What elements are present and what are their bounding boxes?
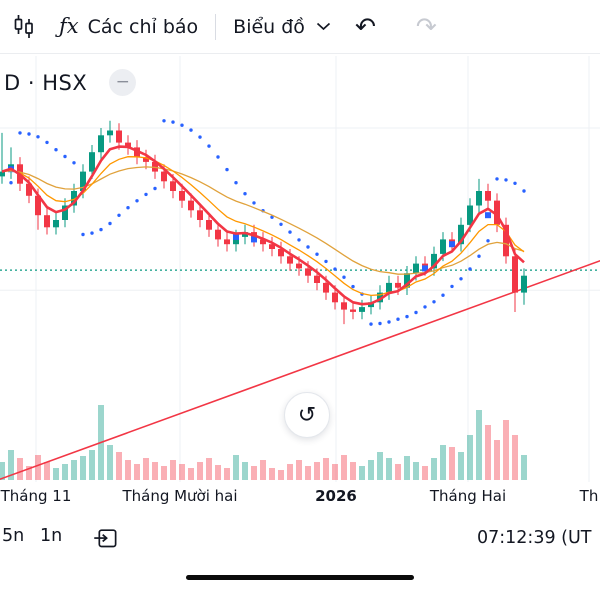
- bottom-toolbar: 5n 1n 07:12:39 (UT: [0, 517, 600, 563]
- price-chart[interactable]: [0, 54, 600, 512]
- time-axis-label: Tháng Hai: [429, 487, 507, 505]
- chart-style-button[interactable]: [8, 11, 39, 42]
- symbol-legend: D · HSX −: [4, 69, 137, 96]
- clock-text[interactable]: 07:12:39 (UT: [477, 528, 592, 548]
- ma-slow-line: [1, 166, 525, 275]
- ma-mid-line: [1, 156, 525, 297]
- ma-fast-line: [1, 145, 525, 306]
- undo-button[interactable]: ↶: [355, 14, 376, 39]
- minus-icon: −: [115, 72, 130, 92]
- chevron-down-icon: [316, 22, 331, 31]
- volume-layer: [0, 405, 527, 480]
- reload-chart-button[interactable]: ↺: [284, 392, 330, 438]
- go-to-date-icon: [94, 529, 117, 548]
- candlestick-icon: [14, 15, 33, 38]
- redo-icon: ↷: [415, 12, 437, 41]
- go-to-date-button[interactable]: [92, 524, 119, 554]
- grid-layer: [0, 56, 600, 482]
- timeframe-button-5n[interactable]: 5n: [2, 526, 25, 546]
- time-axis[interactable]: Tháng 11 Tháng Mười hai 2026 Tháng Hai Th: [0, 487, 600, 509]
- indicators-button[interactable]: ƒx Các chỉ báo: [59, 16, 198, 38]
- trendline: [0, 259, 600, 481]
- chart-layout-button[interactable]: Biểu đồ: [233, 16, 331, 38]
- time-axis-label: Tháng Mười hai: [122, 487, 238, 505]
- sar-dots-layer: [9, 119, 526, 326]
- time-axis-label: Th: [579, 487, 599, 505]
- collapse-legend-button[interactable]: −: [109, 69, 137, 96]
- timeframe-button-1n[interactable]: 1n: [40, 526, 63, 546]
- moving-averages-layer: [1, 145, 525, 306]
- top-toolbar: ƒx Các chỉ báo Biểu đồ ↶ ↷: [0, 0, 600, 54]
- candles-layer: [0, 120, 527, 325]
- fx-icon: ƒx: [59, 14, 79, 38]
- time-axis-label: Tháng 11: [0, 487, 72, 505]
- redo-button[interactable]: ↷: [416, 14, 437, 39]
- undo-icon: ↶: [354, 12, 376, 41]
- symbol-title[interactable]: D · HSX: [4, 70, 88, 95]
- chart-layout-label: Biểu đồ: [233, 15, 305, 38]
- time-axis-label: 2026: [315, 487, 357, 505]
- indicators-label: Các chỉ báo: [87, 15, 199, 38]
- toolbar-divider: [215, 13, 217, 40]
- home-indicator: [186, 575, 414, 580]
- reload-icon: ↺: [297, 402, 317, 428]
